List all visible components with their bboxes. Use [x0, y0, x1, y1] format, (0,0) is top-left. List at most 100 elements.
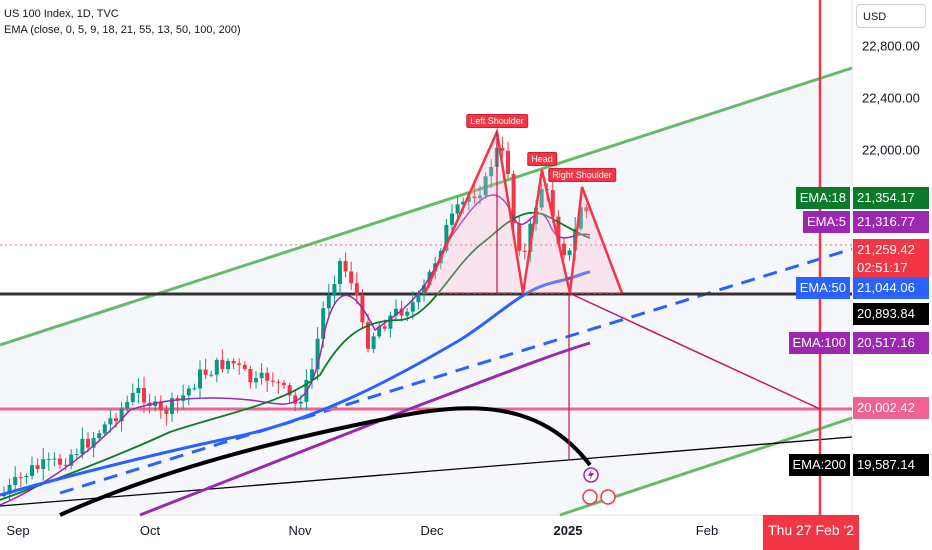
- x-tick-label: Nov: [288, 523, 312, 538]
- candle-body: [343, 261, 348, 272]
- candle-body: [287, 385, 292, 396]
- us-flag-event-icon[interactable]: [582, 489, 598, 505]
- candle-body: [354, 283, 359, 295]
- candle-body: [80, 438, 85, 455]
- dashed-trend-line: [59, 247, 853, 495]
- ema-tag-label: EMA:50: [795, 277, 850, 299]
- candle-body: [422, 285, 426, 295]
- candle-body: [511, 174, 516, 224]
- x-tick-label: Dec: [420, 523, 444, 538]
- candle-body: [349, 271, 354, 284]
- head-label: Head: [527, 152, 557, 166]
- candle-body: [170, 398, 174, 414]
- candle-body: [86, 438, 90, 448]
- ema-tag-label: EMA:5: [802, 211, 850, 233]
- candle-body: [282, 382, 286, 386]
- ema-line-ema-100: [139, 341, 591, 517]
- candle-body: [371, 336, 376, 349]
- candle-body: [483, 176, 488, 196]
- candle-body: [466, 196, 471, 202]
- currency-selector[interactable]: USD: [856, 4, 926, 28]
- candle-body: [472, 196, 477, 199]
- upper-channel-line: [0, 66, 853, 347]
- candle-body: [270, 380, 275, 382]
- candle-body: [69, 454, 74, 466]
- candle-body: [444, 224, 449, 251]
- crosshair-date-label: Thu 27 Feb '2: [763, 515, 859, 550]
- candle-body: [203, 369, 208, 375]
- x-tick-label: Oct: [139, 523, 161, 538]
- y-tick-label: 22,000.00: [862, 142, 920, 158]
- candle-body: [186, 388, 191, 396]
- candle-body: [539, 189, 544, 208]
- candle-body: [97, 433, 102, 439]
- candle-body: [399, 308, 404, 316]
- candle-body: [550, 190, 555, 217]
- price-tag-value: 19,587.14: [853, 454, 929, 476]
- candle-body: [450, 213, 454, 225]
- ema-line-ema-200: [59, 406, 592, 517]
- candle-body: [310, 369, 314, 380]
- candle-body: [366, 322, 370, 349]
- candle-body: [63, 464, 68, 466]
- candle-body: [377, 326, 382, 337]
- candle-body: [556, 216, 561, 244]
- indicator-legend: EMA (close, 0, 5, 9, 18, 21, 55, 13, 50,…: [4, 24, 241, 36]
- x-tick-label: Sep: [6, 523, 30, 538]
- candle-body: [382, 326, 387, 329]
- candle-body: [125, 402, 130, 409]
- long-support-line: [0, 436, 853, 507]
- candle-body: [394, 308, 398, 316]
- y-tick-label: 22,800.00: [862, 38, 920, 54]
- candle-body: [192, 388, 197, 390]
- ema-line-ema-18: [0, 211, 591, 501]
- candle-body: [158, 401, 163, 410]
- candle-body: [578, 207, 583, 229]
- candle-body: [293, 395, 298, 404]
- candle-body: [315, 338, 320, 370]
- candle-body: [506, 150, 510, 175]
- pattern-layer: [423, 127, 821, 460]
- candle-body: [248, 368, 253, 383]
- price-tag-value: 21,354.17: [853, 187, 929, 209]
- candle-body: [522, 250, 527, 252]
- price-tag-value: 21,316.77: [853, 211, 929, 233]
- candle-body: [567, 250, 572, 256]
- event-icons-layer: [582, 467, 616, 505]
- candle-body: [562, 243, 566, 256]
- candle-body: [209, 374, 214, 376]
- symbol-title: US 100 Index, 1D, TVC: [4, 8, 119, 20]
- candle-body: [58, 458, 62, 465]
- candle-body: [74, 454, 79, 456]
- candle-body: [416, 294, 421, 303]
- candle-body: [517, 223, 522, 251]
- candle-body: [102, 424, 107, 434]
- ema-tag-label: EMA:100: [788, 332, 850, 354]
- ema-line-ema-5: [0, 194, 591, 506]
- candle-body: [30, 465, 34, 476]
- candle-body: [461, 201, 466, 205]
- us-flag-event-icon-2[interactable]: [600, 489, 616, 505]
- candle-body: [405, 311, 410, 316]
- candle-body: [265, 372, 270, 381]
- candle-body: [388, 315, 393, 329]
- price-tag-value-text: 21,259.42: [857, 242, 915, 257]
- candle-body: [338, 261, 342, 285]
- candle-body: [455, 204, 460, 214]
- price-tag-value: 21,044.06: [853, 277, 929, 299]
- candle-body: [91, 438, 96, 448]
- x-tick-label: 2025: [553, 523, 583, 538]
- candle-body: [489, 166, 494, 177]
- candle-body: [242, 364, 247, 369]
- candle-body: [114, 418, 118, 422]
- candle-body: [18, 477, 23, 479]
- candle-body: [198, 369, 202, 389]
- candle-body: [35, 465, 40, 469]
- candle-body: [220, 359, 225, 370]
- countdown-timer: 02:51:17: [857, 260, 908, 275]
- candle-body: [136, 387, 141, 393]
- candle-body: [254, 378, 258, 383]
- candle-body: [321, 308, 326, 339]
- y-tick-label: 22,400.00: [862, 90, 920, 106]
